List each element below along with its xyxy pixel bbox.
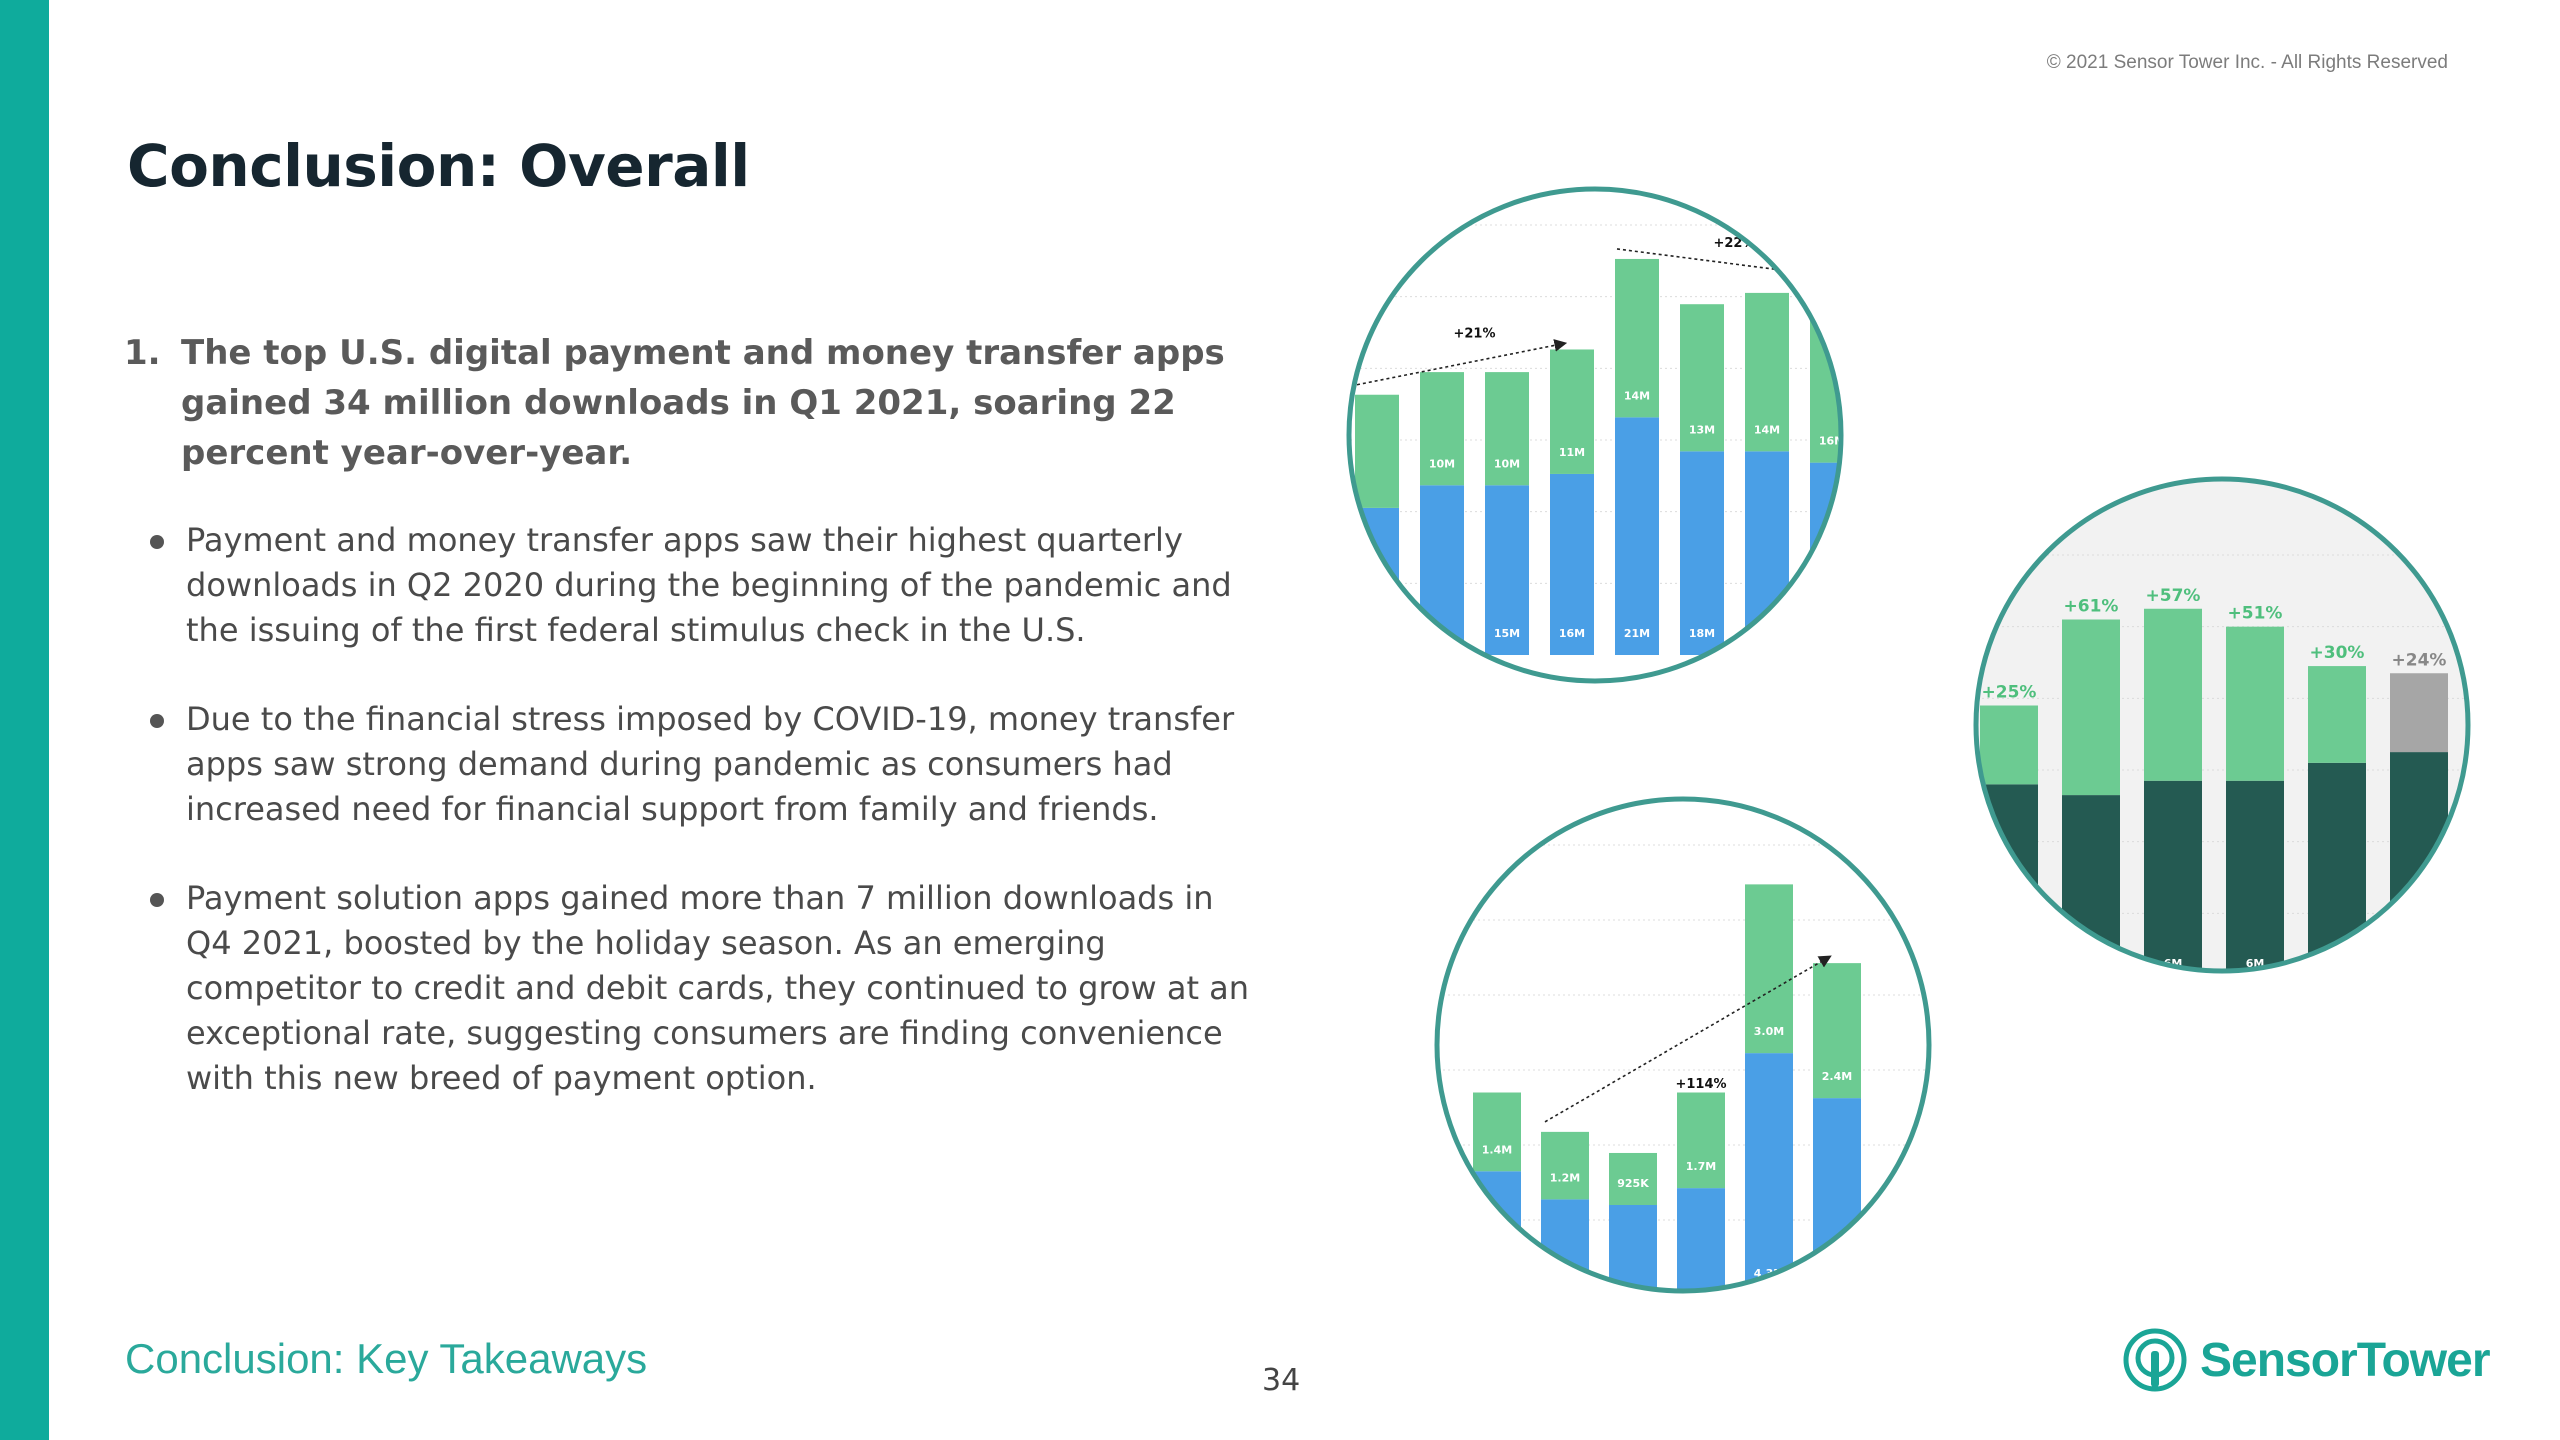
bar-segment — [1813, 1098, 1861, 1291]
bar-segment — [1680, 304, 1724, 452]
growth-arrow — [1616, 248, 1828, 281]
data-label: 18M — [1689, 627, 1715, 640]
bullet-dot-icon — [150, 893, 164, 907]
bullet-dot-icon — [150, 714, 164, 728]
bar-segment — [2226, 780, 2284, 971]
bar-segment — [2062, 619, 2120, 796]
bar-segment — [1745, 884, 1793, 1054]
key-point-number: 1. — [124, 333, 161, 373]
data-label: +24% — [2392, 650, 2447, 670]
data-label: 18M — [1754, 627, 1780, 640]
page-number: 34 — [1262, 1363, 1301, 1398]
data-label: 2.4M — [1822, 1070, 1852, 1083]
bullet-dot-icon — [150, 535, 164, 549]
bullet-item: Payment and money transfer apps saw thei… — [148, 518, 1268, 653]
bar-segment — [1609, 1205, 1657, 1291]
bullet-item: Payment solution apps gained more than 7… — [148, 876, 1268, 1101]
data-label: +61% — [2064, 597, 2119, 617]
chart-circle-2: 1.4M 1.2M 925K 1.7M 4.3M 3.0M 2.4M +114% — [1433, 795, 1933, 1295]
bar-segment — [1550, 349, 1594, 474]
bar-segment — [1745, 1053, 1793, 1291]
bar-segment — [2062, 795, 2120, 971]
data-label: +57% — [2146, 586, 2201, 606]
bar-segment — [1355, 394, 1399, 508]
bar-segment — [1615, 417, 1659, 655]
data-label: 13M — [1689, 423, 1715, 436]
data-label: 10M — [1429, 457, 1455, 470]
bullet-text: Payment solution apps gained more than 7… — [186, 879, 1250, 1097]
brand-name: SensorTower — [2200, 1333, 2491, 1387]
bar-segment — [1980, 784, 2038, 971]
stacked-bar-chart-1: 10M 15M 10M 16M 11M 21M 14M 18M 13M 18M 14M 16M +21%… — [1346, 186, 1845, 684]
data-label: 10M — [1494, 457, 1520, 470]
data-label: 1.2M — [1550, 1171, 1580, 1184]
chart-circle-border — [1973, 476, 2471, 974]
chart-circle-border — [1434, 796, 1932, 1294]
growth-arrow — [1356, 339, 1568, 386]
chart-circle-3: +25% 6M +61% 6M +57% 6M +51% 7M +30% +24% — [1972, 475, 2472, 975]
bar-segment — [1680, 451, 1724, 655]
bullet-text: Payment and money transfer apps saw thei… — [186, 521, 1232, 649]
bar-segment — [1355, 507, 1399, 655]
bar-segment — [1550, 473, 1594, 655]
bar-segment — [2226, 626, 2284, 781]
bar-segment — [1473, 1092, 1521, 1172]
copyright-text: © 2021 Sensor Tower Inc. - All Rights Re… — [2046, 52, 2448, 73]
page-title: Conclusion: Overall — [127, 132, 750, 200]
bar-segment — [2308, 666, 2366, 763]
bar-segment — [2144, 780, 2202, 971]
bar-segment — [1980, 705, 2038, 785]
key-point-text: The top U.S. digital payment and money t… — [181, 333, 1225, 473]
data-label: 6M — [2082, 957, 2101, 970]
data-label: +25% — [1982, 683, 2037, 703]
bar-segment — [1420, 372, 1464, 486]
bar-segment — [1473, 1171, 1521, 1291]
sensor-tower-logo-icon — [2123, 1328, 2187, 1392]
data-label: +30% — [2310, 643, 2365, 663]
bar-segment — [1609, 1152, 1657, 1205]
growth-arrow — [1544, 955, 1832, 1123]
bar-segment — [2390, 673, 2448, 753]
data-label: 21M — [1624, 627, 1650, 640]
data-label: 16M — [1819, 435, 1845, 448]
bar-segment — [1615, 258, 1659, 418]
data-label: 3.0M — [1754, 1025, 1784, 1038]
data-label: 15M — [1494, 627, 1520, 640]
key-point: 1. The top U.S. digital payment and mone… — [124, 328, 1244, 478]
bar-segment — [1485, 485, 1529, 655]
data-label: +51% — [2228, 604, 2283, 624]
bar-segment — [2144, 608, 2202, 781]
data-label: 14M — [1754, 423, 1780, 436]
bullet-text: Due to the financial stress imposed by C… — [186, 700, 1235, 828]
data-label: 925K — [1617, 1177, 1649, 1190]
growth-annotation: +21% — [1453, 326, 1495, 341]
data-label: 1.7M — [1686, 1160, 1716, 1173]
growth-annotation: +114% — [1675, 1077, 1726, 1092]
bar-segment — [1813, 963, 1861, 1099]
chart-circle-border — [1346, 186, 1844, 684]
sensor-tower-logo: SensorTower — [2122, 1326, 2491, 1394]
bar-segment — [1541, 1131, 1589, 1200]
stacked-bar-chart-3: +25%6M+61%6M+57%6M+51%7M+30% +24% — [1973, 476, 2471, 974]
data-label: 7M — [2328, 957, 2347, 970]
chart-background — [1976, 479, 2468, 971]
bar-segment — [1541, 1199, 1589, 1291]
bar-segment — [1677, 1092, 1725, 1189]
data-label: 1.4M — [1482, 1143, 1512, 1156]
bar-segment — [1745, 292, 1789, 452]
bar-segment — [1485, 372, 1529, 486]
accent-sidebar — [0, 0, 49, 1440]
bullet-item: Due to the financial stress imposed by C… — [148, 697, 1268, 832]
chart-circle-1: 10M 15M 10M 16M 11M 21M 14M 18M 13M 18M 14M 16M +21%… — [1345, 185, 1845, 685]
data-label: 14M — [1624, 389, 1650, 402]
footer-section-title: Conclusion: Key Takeaways — [125, 1335, 648, 1382]
bar-segment — [1677, 1188, 1725, 1291]
bullet-list: Payment and money transfer apps saw thei… — [148, 518, 1268, 1145]
data-label: 16M — [1559, 627, 1585, 640]
data-label: 11M — [1559, 446, 1585, 459]
